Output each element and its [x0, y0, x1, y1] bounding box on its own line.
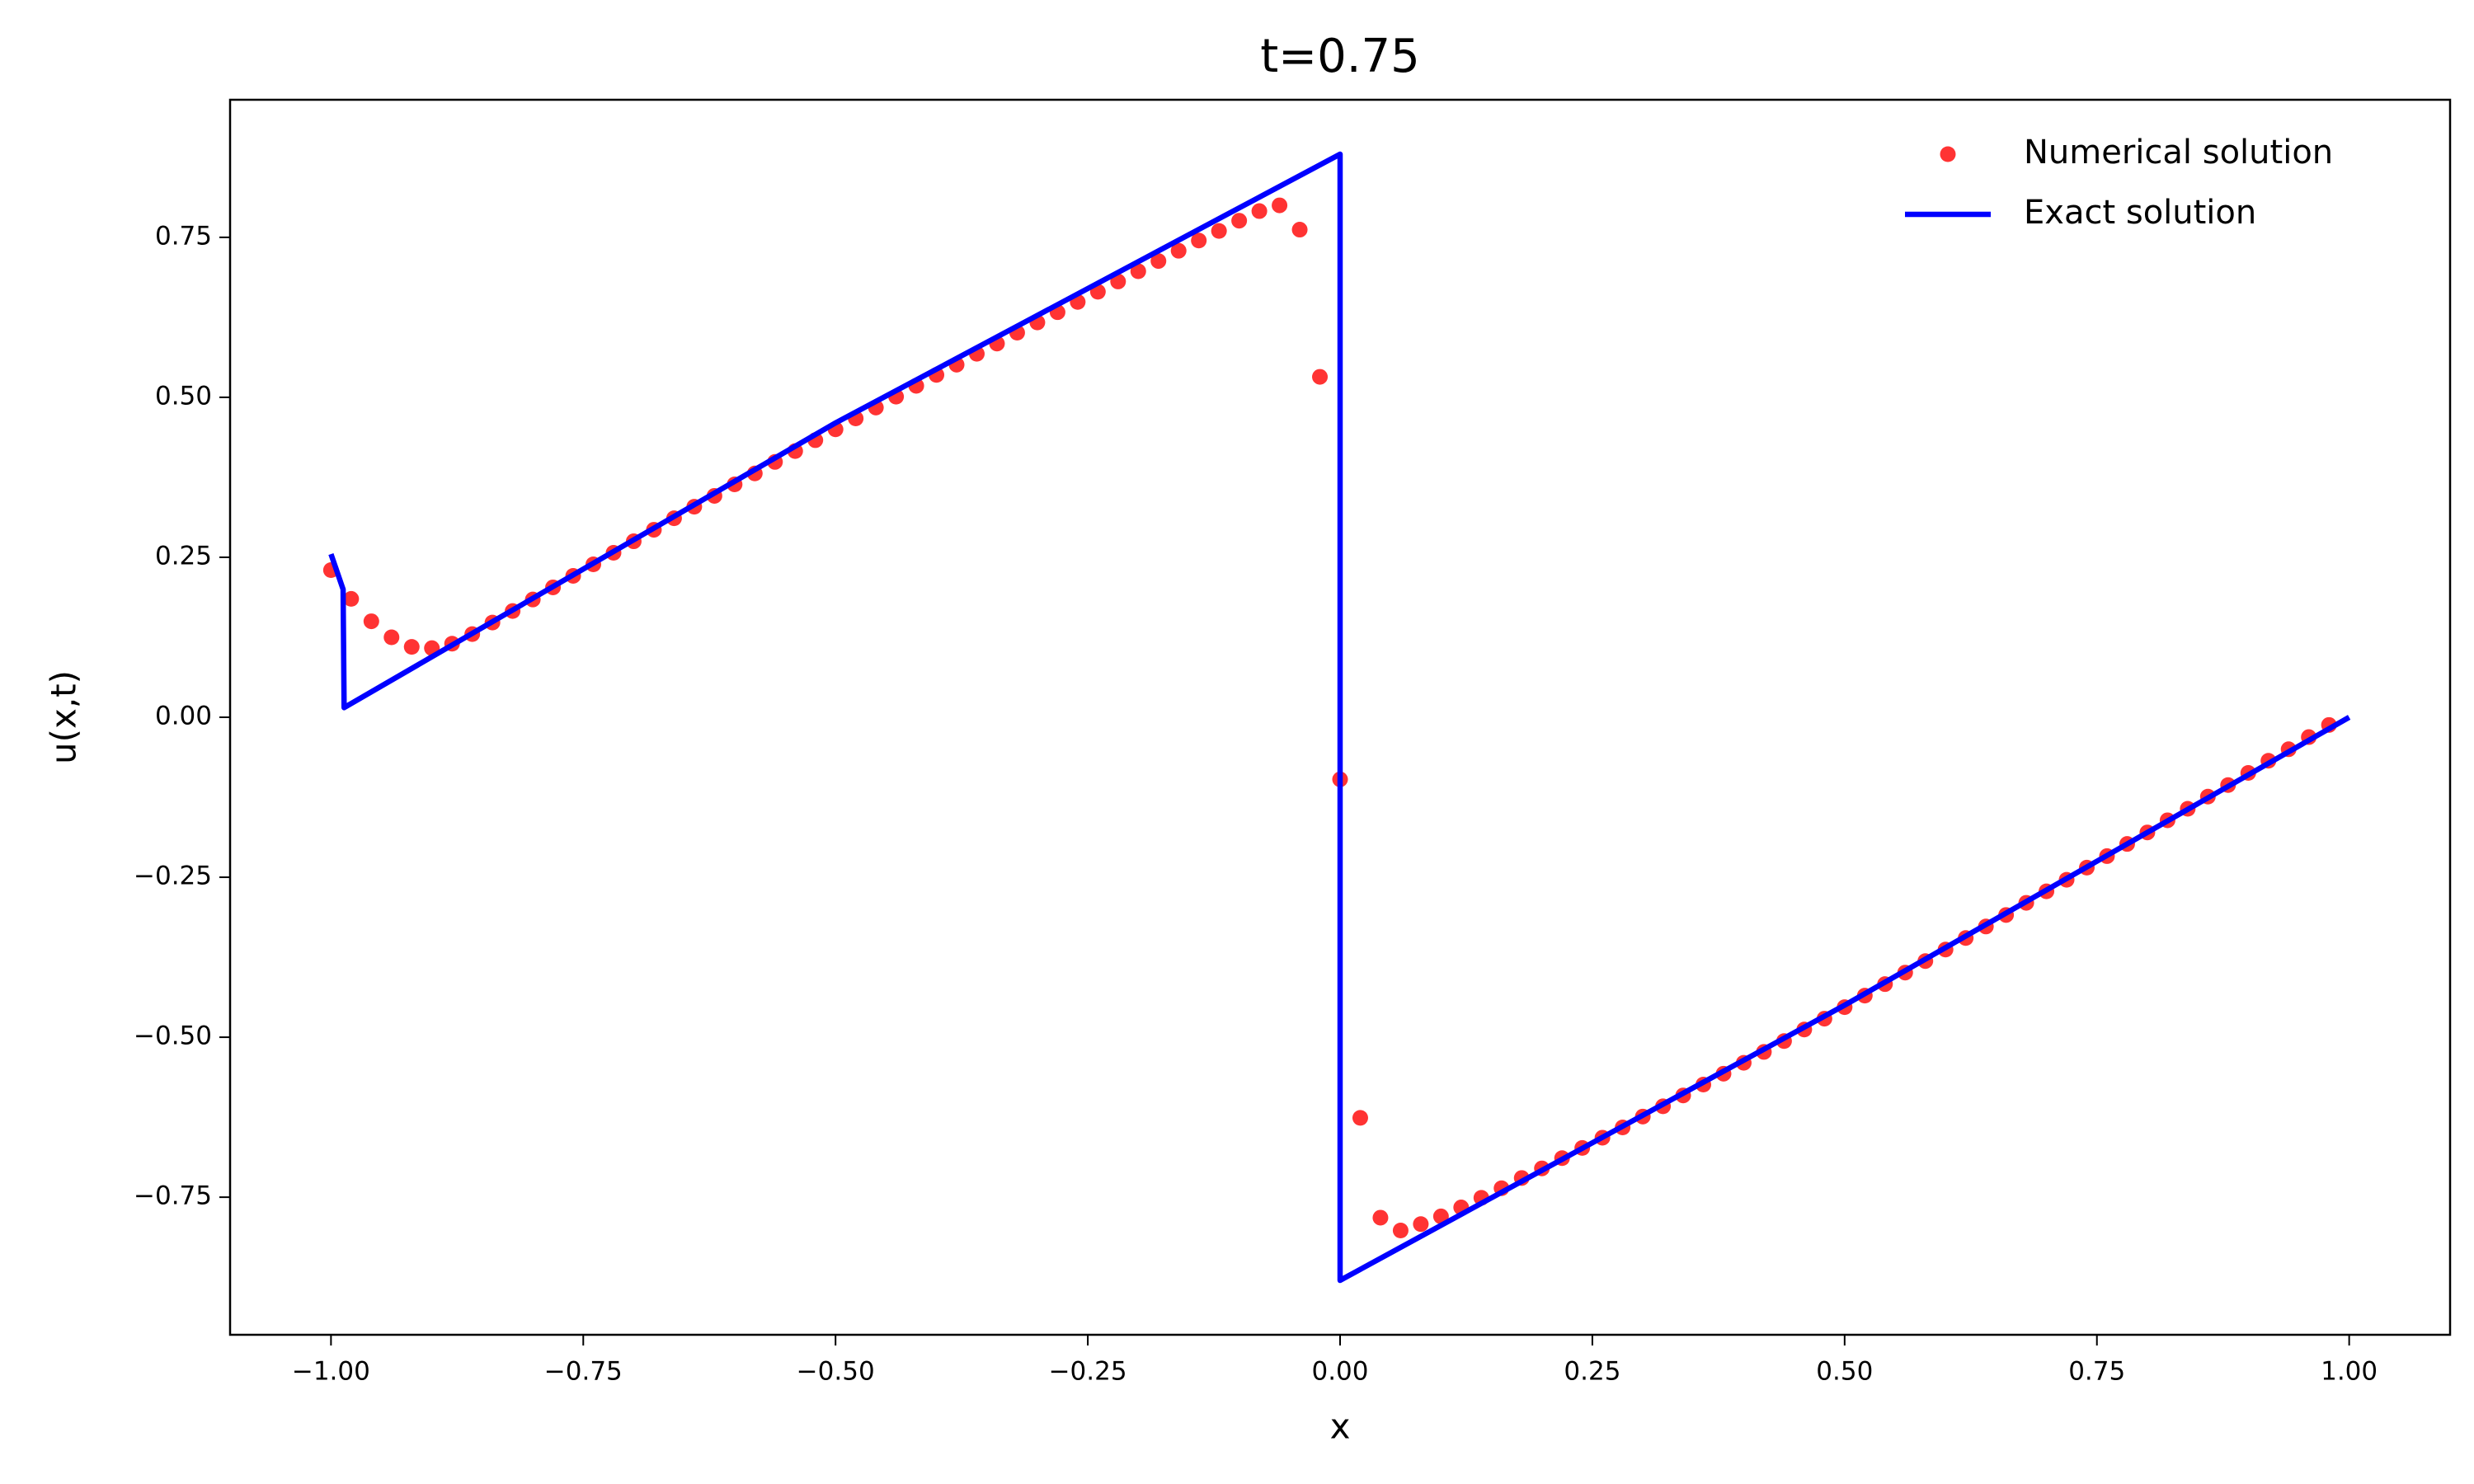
data-point [1413, 1216, 1429, 1233]
y-tick-label: −0.25 [134, 862, 212, 891]
x-tick-label: 0.75 [2068, 1357, 2125, 1387]
data-point [1372, 1209, 1389, 1226]
data-point [1191, 232, 1207, 249]
chart-title: t=0.75 [1260, 30, 1420, 83]
data-point [1170, 242, 1187, 259]
y-tick-label: 0.25 [155, 541, 212, 571]
data-point [1272, 197, 1288, 214]
data-point [1110, 273, 1126, 289]
data-point [1291, 222, 1308, 238]
data-point [1352, 1110, 1368, 1126]
y-tick-label: −0.50 [134, 1021, 212, 1051]
y-tick-label: 0.50 [155, 381, 212, 411]
x-tick-label: −0.75 [544, 1357, 623, 1387]
data-point [1392, 1222, 1409, 1238]
legend-label: Exact solution [2024, 194, 2256, 232]
x-tick-label: −0.25 [1049, 1357, 1127, 1387]
plot-frame [228, 98, 2452, 1336]
data-point [363, 613, 379, 630]
y-tick-label: −0.75 [134, 1181, 212, 1211]
x-tick-label: 1.00 [2321, 1357, 2378, 1387]
y-tick-label: 0.75 [155, 221, 212, 251]
y-axis-label: u(x,t) [44, 670, 84, 764]
data-point [403, 639, 420, 655]
data-point [1231, 213, 1248, 229]
x-axis-label: x [1330, 1407, 1351, 1447]
exact-line [328, 151, 2351, 1284]
data-point [383, 629, 400, 646]
legend-marker [1940, 146, 1956, 162]
data-point [1251, 203, 1268, 219]
x-tick-label: 0.50 [1816, 1357, 1873, 1387]
data-point [343, 590, 360, 607]
data-point [1130, 263, 1146, 279]
x-tick-label: 0.00 [1311, 1357, 1368, 1387]
data-point [1150, 253, 1167, 270]
legend-label: Numerical solution [2024, 134, 2333, 171]
x-tick-label: −0.50 [797, 1357, 875, 1387]
x-tick-label: 0.25 [1564, 1357, 1620, 1387]
data-point [1211, 223, 1227, 239]
data-point [1312, 369, 1329, 385]
y-tick-label: 0.00 [155, 702, 212, 731]
x-tick-label: −1.00 [292, 1357, 370, 1387]
